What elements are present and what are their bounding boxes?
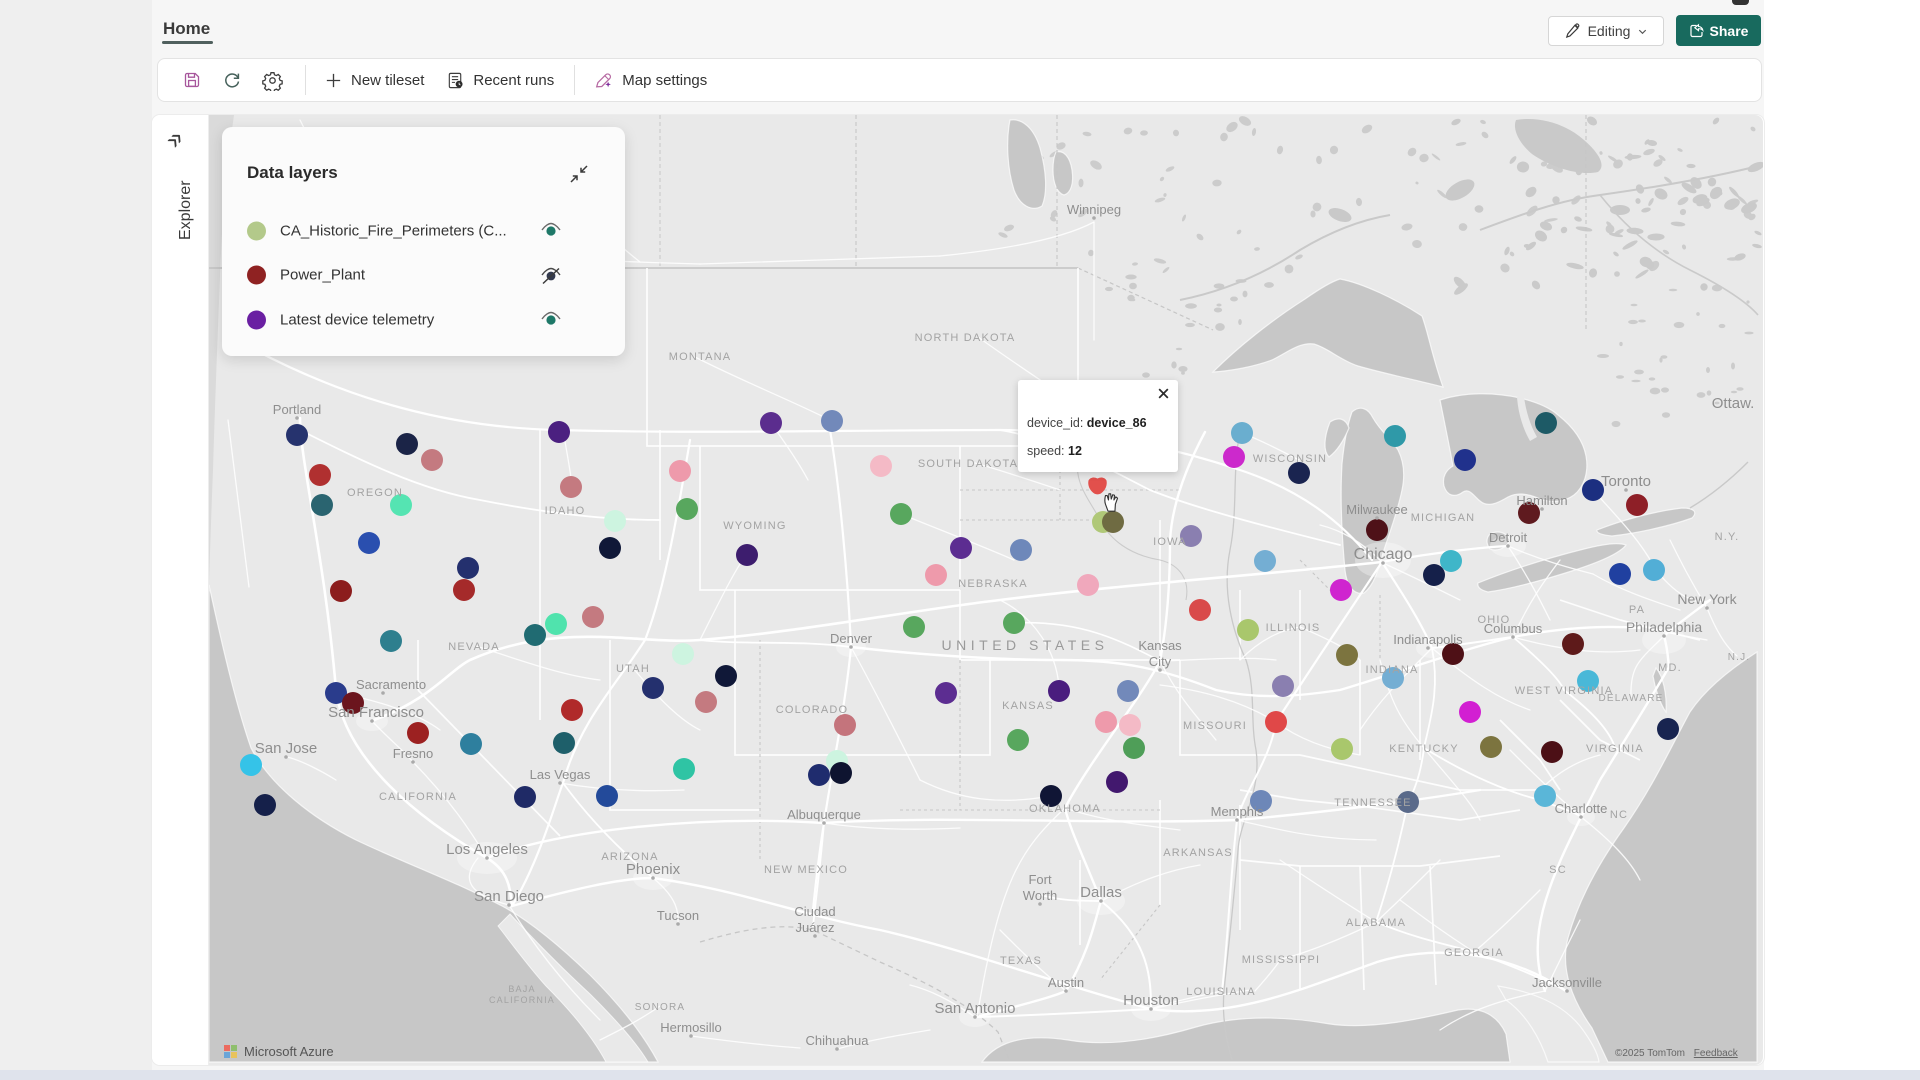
svg-text:MISSISSIPPI: MISSISSIPPI bbox=[1242, 954, 1321, 966]
svg-text:ALABAMA: ALABAMA bbox=[1346, 917, 1406, 929]
svg-text:LOUISIANA: LOUISIANA bbox=[1186, 986, 1256, 998]
svg-text:DELAWARE: DELAWARE bbox=[1599, 693, 1664, 704]
svg-text:Los Angeles: Los Angeles bbox=[446, 841, 528, 858]
svg-text:Milwaukee: Milwaukee bbox=[1346, 502, 1407, 517]
svg-text:OHIO: OHIO bbox=[1478, 614, 1511, 626]
svg-text:Indianapolis: Indianapolis bbox=[1393, 632, 1463, 647]
svg-text:VIRGINIA: VIRGINIA bbox=[1586, 743, 1644, 755]
svg-text:SOUTH DAKOTA: SOUTH DAKOTA bbox=[918, 458, 1018, 470]
svg-text:KANSAS: KANSAS bbox=[1002, 700, 1054, 712]
svg-text:WISCONSIN: WISCONSIN bbox=[1253, 453, 1327, 465]
svg-text:NEVADA: NEVADA bbox=[448, 641, 500, 653]
svg-text:ARKANSAS: ARKANSAS bbox=[1163, 847, 1233, 859]
svg-text:TEXAS: TEXAS bbox=[1000, 955, 1042, 967]
svg-text:NEBRASKA: NEBRASKA bbox=[958, 578, 1028, 590]
svg-text:WYOMING: WYOMING bbox=[723, 520, 786, 532]
svg-text:Chicago: Chicago bbox=[1354, 546, 1413, 563]
svg-text:CALIFORNIA: CALIFORNIA bbox=[489, 995, 555, 1005]
svg-text:New York: New York bbox=[1677, 591, 1737, 607]
svg-text:BAJA: BAJA bbox=[508, 984, 535, 994]
svg-text:SC: SC bbox=[1549, 864, 1567, 876]
svg-text:Phoenix: Phoenix bbox=[626, 861, 681, 878]
svg-text:Juárez: Juárez bbox=[795, 920, 834, 935]
svg-text:COLORADO: COLORADO bbox=[776, 704, 849, 716]
svg-text:CALIFORNIA: CALIFORNIA bbox=[379, 791, 457, 803]
svg-text:San Jose: San Jose bbox=[255, 740, 318, 757]
svg-text:Philadelphia: Philadelphia bbox=[1626, 619, 1702, 635]
svg-text:PA: PA bbox=[1629, 604, 1645, 616]
svg-text:Ottaw.: Ottaw. bbox=[1712, 395, 1755, 412]
svg-text:WEST VIRGINIA: WEST VIRGINIA bbox=[1515, 685, 1614, 697]
svg-text:ILLINOIS: ILLINOIS bbox=[1266, 622, 1321, 634]
svg-text:MD.: MD. bbox=[1658, 662, 1682, 674]
svg-text:UNITED STATES: UNITED STATES bbox=[942, 637, 1109, 653]
svg-text:Memphis: Memphis bbox=[1211, 804, 1264, 819]
svg-text:Las Vegas: Las Vegas bbox=[530, 767, 591, 782]
svg-text:Fort: Fort bbox=[1028, 872, 1052, 887]
svg-text:Fresno: Fresno bbox=[393, 746, 433, 761]
svg-text:GEORGIA: GEORGIA bbox=[1444, 947, 1504, 959]
svg-text:Houston: Houston bbox=[1123, 992, 1179, 1009]
svg-text:Worth: Worth bbox=[1023, 888, 1057, 903]
svg-text:SONORA: SONORA bbox=[635, 1002, 686, 1013]
svg-text:INDIANA: INDIANA bbox=[1365, 664, 1418, 676]
svg-text:NEW MEXICO: NEW MEXICO bbox=[764, 864, 848, 876]
svg-text:N.Y.: N.Y. bbox=[1715, 531, 1740, 543]
svg-text:Portland: Portland bbox=[273, 402, 321, 417]
svg-text:TENNESSEE: TENNESSEE bbox=[1334, 797, 1411, 809]
svg-text:Dallas: Dallas bbox=[1080, 884, 1122, 901]
svg-text:MONTANA: MONTANA bbox=[669, 351, 732, 363]
svg-text:NC: NC bbox=[1610, 809, 1628, 821]
svg-text:Hermosillo: Hermosillo bbox=[660, 1020, 721, 1035]
svg-text:Ciudad: Ciudad bbox=[794, 904, 835, 919]
svg-text:NORTH DAKOTA: NORTH DAKOTA bbox=[915, 332, 1016, 344]
svg-text:Denver: Denver bbox=[830, 631, 873, 646]
svg-text:Chihuahua: Chihuahua bbox=[806, 1033, 870, 1048]
svg-text:IOWA: IOWA bbox=[1153, 536, 1187, 548]
svg-text:Winnipeg: Winnipeg bbox=[1067, 202, 1121, 217]
svg-text:OREGON: OREGON bbox=[347, 487, 403, 499]
svg-text:IDAHO: IDAHO bbox=[545, 505, 586, 517]
svg-text:Austin: Austin bbox=[1048, 975, 1084, 990]
svg-text:San Diego: San Diego bbox=[474, 888, 544, 905]
svg-text:KENTUCKY: KENTUCKY bbox=[1389, 743, 1459, 755]
svg-text:OKLAHOMA: OKLAHOMA bbox=[1029, 803, 1101, 815]
svg-text:MISSOURI: MISSOURI bbox=[1183, 720, 1247, 732]
svg-text:Toronto: Toronto bbox=[1601, 473, 1651, 490]
svg-text:Albuquerque: Albuquerque bbox=[787, 807, 861, 822]
svg-text:San Antonio: San Antonio bbox=[935, 1000, 1016, 1017]
svg-text:UTAH: UTAH bbox=[616, 663, 650, 675]
svg-text:Jacksonville: Jacksonville bbox=[1532, 975, 1602, 990]
svg-text:Detroit: Detroit bbox=[1489, 530, 1528, 545]
svg-text:Hamilton: Hamilton bbox=[1516, 493, 1567, 508]
svg-text:Tucson: Tucson bbox=[657, 908, 699, 923]
svg-text:MICHIGAN: MICHIGAN bbox=[1411, 512, 1476, 524]
svg-text:N.J.: N.J. bbox=[1728, 652, 1751, 663]
svg-text:Columbus: Columbus bbox=[1484, 621, 1543, 636]
svg-text:ARIZONA: ARIZONA bbox=[601, 851, 658, 863]
svg-text:City: City bbox=[1149, 654, 1172, 669]
svg-text:Sacramento: Sacramento bbox=[356, 677, 426, 692]
svg-text:San Francisco: San Francisco bbox=[328, 704, 424, 721]
svg-text:Charlotte: Charlotte bbox=[1555, 801, 1608, 816]
svg-text:Kansas: Kansas bbox=[1138, 638, 1182, 653]
